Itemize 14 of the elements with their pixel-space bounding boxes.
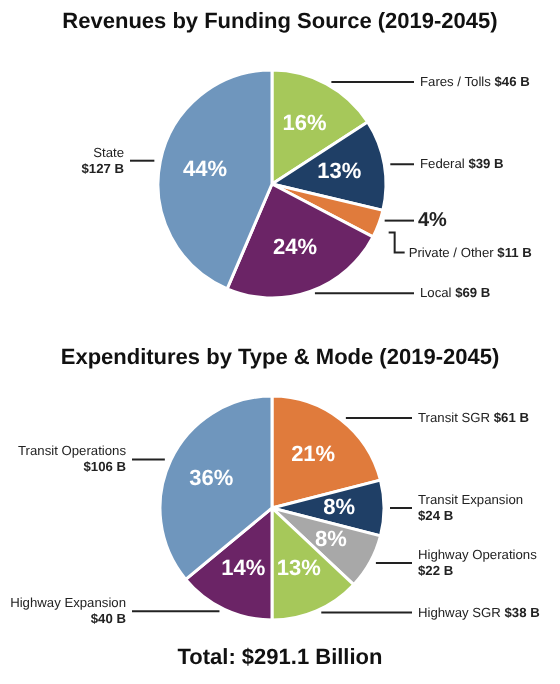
- data-label: 24%: [272, 236, 318, 261]
- data-label: 4%: [418, 209, 448, 232]
- chart-title: Revenues by Funding Source (2019-2045): [62, 10, 499, 34]
- data-label: 44%: [182, 158, 228, 183]
- text: Total: $291.1 Billion: [177, 646, 384, 670]
- data-label: 14%: [221, 556, 266, 581]
- data-label: 13%: [317, 160, 362, 185]
- chart-title: Expenditures by Type & Mode (2019-2045): [60, 346, 500, 370]
- data-label: 36%: [189, 467, 234, 492]
- data-label: 8%: [314, 528, 348, 553]
- data-label: 21%: [291, 442, 336, 467]
- data-label: 8%: [323, 495, 356, 520]
- data-label: 16%: [282, 111, 328, 136]
- data-label: 13%: [276, 557, 322, 582]
